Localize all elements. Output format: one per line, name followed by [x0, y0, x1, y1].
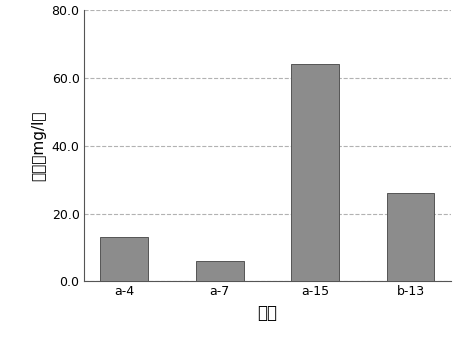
Bar: [100, 237, 148, 281]
X-axis label: 处理: 处理: [257, 304, 278, 322]
Bar: [196, 261, 244, 281]
Y-axis label: 浓度（mg/l）: 浓度（mg/l）: [31, 110, 46, 181]
Bar: [291, 64, 339, 281]
Bar: [386, 193, 434, 281]
